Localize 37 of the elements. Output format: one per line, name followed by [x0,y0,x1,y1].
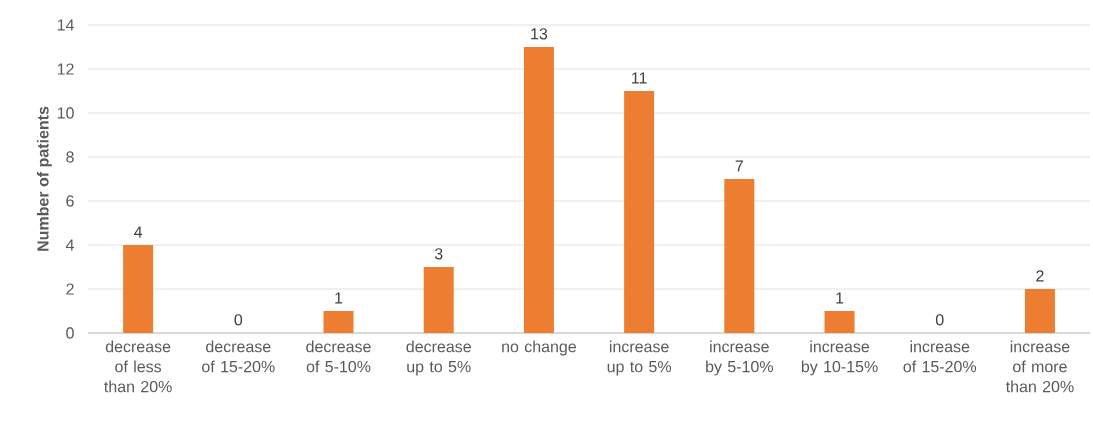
bar [724,179,755,333]
bar [624,91,655,333]
y-axis-title: Number of patients [36,106,52,251]
data-label: 0 [234,314,243,326]
x-tick-label: decrease up to 5% [406,340,471,376]
bar [523,47,554,333]
data-label: 4 [134,226,143,238]
data-label: 2 [1036,270,1044,282]
bar [123,245,154,333]
y-tick-label: 10 [57,107,74,119]
x-tick-label: increase of 15-20% [903,340,977,373]
data-label: 1 [335,292,343,304]
data-label: 13 [531,28,548,40]
data-label: 3 [434,248,443,260]
y-tick-label: 4 [65,239,74,251]
bar [423,267,454,333]
y-tick-label: 14 [57,19,74,31]
x-tick-label: decrease of 5-10% [306,340,371,373]
data-label: 1 [836,292,844,304]
y-tick-label: 0 [66,327,74,339]
x-tick-label: decrease of less than 20% [104,340,172,393]
data-label: 0 [935,314,944,326]
data-label: 7 [735,160,743,172]
x-tick-label: increase of more than 20% [1005,340,1074,393]
y-tick-label: 6 [66,195,74,207]
bar [824,311,855,333]
x-tick-label: no change [502,340,576,356]
bar [323,311,354,333]
y-tick-label: 12 [57,63,74,75]
x-tick-label: increase by 10-15% [801,340,878,376]
data-label: 11 [632,72,647,84]
x-tick-label: decrease of 15-20% [202,340,275,373]
y-tick-label: 8 [66,151,74,163]
y-tick-label: 2 [66,283,74,295]
x-tick-label: increase up to 5% [607,340,672,376]
x-tick-label: increase by 5-10% [706,340,773,376]
bar [1024,289,1055,333]
